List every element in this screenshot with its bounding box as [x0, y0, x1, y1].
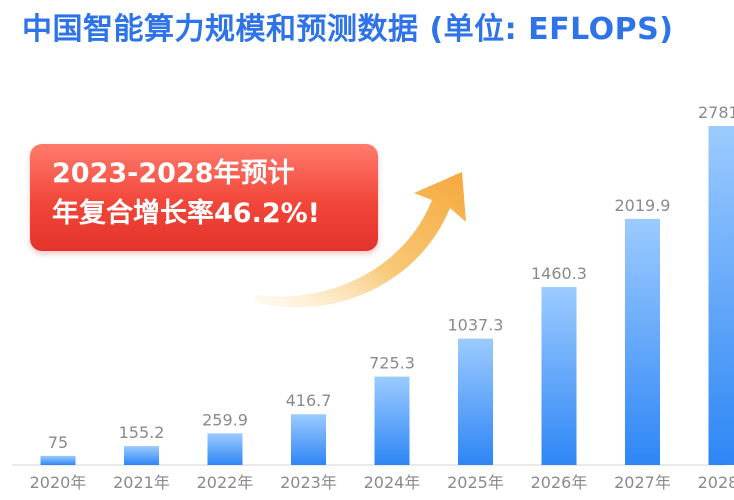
bar-2: [207, 433, 243, 465]
x-tick-label-4: 2024年: [364, 473, 421, 492]
value-label-0: 75: [48, 433, 68, 452]
bar-6: [541, 287, 577, 465]
bar-0: [40, 455, 76, 465]
x-tick-label-8: 2028年: [698, 473, 734, 492]
x-tick-label-0: 2020年: [30, 473, 87, 492]
bar-7: [625, 218, 660, 465]
x-tick-label-2: 2022年: [197, 473, 254, 492]
callout-line-1: 2023-2028年预计: [52, 158, 295, 189]
bar-3: [291, 414, 326, 465]
growth-callout: 2023-2028年预计 年复合增长率46.2%!: [30, 144, 378, 251]
value-label-8: 2781.9: [698, 103, 734, 122]
bar-5: [458, 338, 493, 465]
value-label-4: 725.3: [369, 354, 415, 373]
bar-8: [708, 126, 734, 465]
growth-arrow-icon: [255, 172, 466, 308]
value-label-7: 2019.9: [615, 196, 671, 215]
value-label-6: 1460.3: [531, 264, 587, 283]
callout-line-2: 年复合增长率46.2%!: [52, 198, 320, 229]
bar-4: [374, 376, 410, 465]
x-tick-label-1: 2021年: [113, 473, 170, 492]
x-tick-label-7: 2027年: [614, 473, 671, 492]
chart-title: 中国智能算力规模和预测数据 (单位: EFLOPS): [22, 12, 674, 47]
bar-1: [124, 446, 159, 465]
value-label-5: 1037.3: [448, 316, 504, 335]
x-tick-label-3: 2023年: [280, 473, 337, 492]
x-tick-label-6: 2026年: [531, 473, 588, 492]
x-tick-label-5: 2025年: [447, 473, 504, 492]
value-label-1: 155.2: [119, 423, 165, 442]
value-label-3: 416.7: [286, 391, 332, 410]
value-label-2: 259.9: [202, 410, 248, 429]
